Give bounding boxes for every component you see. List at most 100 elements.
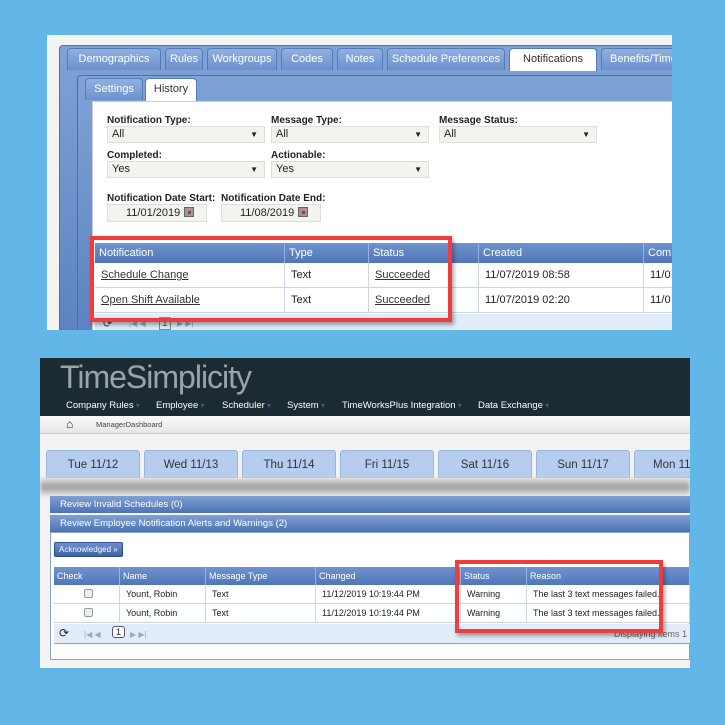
column-header-changed[interactable]: Changed <box>316 567 461 585</box>
day-tab-tue[interactable]: Tue 11/12 <box>46 450 140 478</box>
refresh-icon[interactable]: ⟳ <box>103 318 113 330</box>
changed-cell: 11/12/2019 10:19:44 PM <box>316 585 461 604</box>
blur-divider <box>40 478 690 496</box>
reason-cell: The last 3 text messages failed. <box>527 604 690 623</box>
acknowledged-button[interactable]: Acknowledged » <box>54 542 123 557</box>
tab-notes[interactable]: Notes <box>337 48 383 70</box>
message-type-value: All <box>276 128 289 140</box>
manager-dashboard: TimeSimplicity Company Rules Employee Sc… <box>40 358 690 668</box>
last-page-icon[interactable]: ▶ ▶| <box>177 319 194 328</box>
message-status-label: Message Status: <box>439 115 518 126</box>
row-checkbox[interactable] <box>84 589 93 598</box>
day-tab-sun[interactable]: Sun 11/17 <box>536 450 630 478</box>
day-tab-sat[interactable]: Sat 11/16 <box>438 450 532 478</box>
status-link[interactable]: Succeeded <box>375 269 431 281</box>
date-start-value: 11/01/2019 <box>126 207 181 219</box>
notification-link[interactable]: Open Shift Available <box>101 294 200 306</box>
menu-employee[interactable]: Employee <box>156 400 205 411</box>
notification-type-value: All <box>112 128 125 140</box>
reason-cell: The last 3 text messages failed. <box>527 585 690 604</box>
date-end-value: 11/08/2019 <box>240 207 295 219</box>
column-header-type[interactable]: Type <box>285 243 369 263</box>
date-end-input[interactable]: 11/08/2019 <box>221 204 321 222</box>
dropdown-arrow-icon: ▼ <box>582 130 590 139</box>
message-status-value: All <box>444 128 457 140</box>
row-checkbox[interactable] <box>84 608 93 617</box>
completed-label: Completed: <box>107 150 162 161</box>
completed-cell: 11/0 <box>644 263 672 288</box>
actionable-label: Actionable: <box>271 150 326 161</box>
name-cell: Yount, Robin <box>120 604 206 623</box>
column-header-created[interactable]: Created <box>479 243 644 263</box>
created-cell: 11/07/2019 02:20 <box>479 288 644 313</box>
column-header-notification[interactable]: Notification <box>95 243 285 263</box>
message-type-select[interactable]: All ▼ <box>271 126 429 143</box>
highlight-box <box>90 236 452 322</box>
calendar-icon[interactable] <box>184 207 195 217</box>
created-cell: 11/07/2019 08:58 <box>479 263 644 288</box>
date-start-input[interactable]: 11/01/2019 <box>107 204 207 222</box>
table-row <box>54 585 120 604</box>
actionable-select[interactable]: Yes ▼ <box>271 161 429 178</box>
first-page-icon[interactable]: |◀ ◀ <box>84 630 101 639</box>
completed-value: Yes <box>112 163 130 175</box>
day-tab-mon[interactable]: Mon 11 <box>634 450 690 478</box>
menu-scheduler[interactable]: Scheduler <box>222 400 271 411</box>
tab-notifications[interactable]: Notifications <box>509 48 597 71</box>
completed-cell: 11/0 <box>644 288 672 313</box>
status-cell: Succeeded <box>369 263 479 288</box>
tab-benefits-time[interactable]: Benefits/Time C <box>601 48 672 70</box>
day-tab-thu[interactable]: Thu 11/14 <box>242 450 336 478</box>
column-header-name[interactable]: Name <box>120 567 206 585</box>
dropdown-arrow-icon: ▼ <box>414 165 422 174</box>
date-start-label: Notification Date Start: <box>107 193 216 204</box>
name-cell: Yount, Robin <box>120 585 206 604</box>
changed-cell: 11/12/2019 10:19:44 PM <box>316 604 461 623</box>
tab-codes[interactable]: Codes <box>281 48 333 70</box>
column-header-status[interactable]: Status <box>461 567 527 585</box>
highlight-box <box>455 560 663 633</box>
message-type-cell: Text <box>206 604 316 623</box>
dropdown-arrow-icon: ▼ <box>250 130 258 139</box>
last-page-icon[interactable]: ▶ ▶| <box>130 630 147 639</box>
status-cell: Warning <box>461 604 527 623</box>
column-header-message-type[interactable]: Message Type <box>206 567 316 585</box>
tab-rules[interactable]: Rules <box>165 48 203 70</box>
first-page-icon[interactable]: |◀ ◀ <box>129 319 146 328</box>
tab-workgroups[interactable]: Workgroups <box>207 48 277 70</box>
breadcrumb-manager-dashboard[interactable]: ManagerDashboard <box>96 420 163 429</box>
table-row: Open Shift Available <box>95 288 285 313</box>
menu-company-rules[interactable]: Company Rules <box>66 400 140 411</box>
type-cell: Text <box>285 288 369 313</box>
calendar-icon[interactable] <box>298 207 309 217</box>
day-tab-fri[interactable]: Fri 11/15 <box>340 450 434 478</box>
tab-schedule-preferences[interactable]: Schedule Preferences <box>387 48 505 70</box>
status-cell: Succeeded <box>369 288 479 313</box>
subtab-settings[interactable]: Settings <box>85 78 143 100</box>
completed-select[interactable]: Yes ▼ <box>107 161 265 178</box>
notification-link[interactable]: Schedule Change <box>101 269 189 281</box>
notifications-history-panel: Demographics Rules Workgroups Codes Note… <box>47 35 672 330</box>
menu-data-exchange[interactable]: Data Exchange <box>478 400 549 411</box>
menu-system[interactable]: System <box>287 400 325 411</box>
tab-demographics[interactable]: Demographics <box>67 48 161 70</box>
breadcrumb: ⌂ ManagerDashboard <box>40 416 690 434</box>
subtab-history[interactable]: History <box>145 78 197 101</box>
menu-timeworksplus-integration[interactable]: TimeWorksPlus Integration <box>342 400 462 411</box>
date-end-label: Notification Date End: <box>221 193 326 204</box>
column-header-completed[interactable]: Comp <box>644 243 672 263</box>
home-icon[interactable]: ⌂ <box>66 417 74 431</box>
column-header-reason[interactable]: Reason <box>527 567 690 585</box>
section-invalid-schedules[interactable]: Review Invalid Schedules (0) <box>50 496 690 513</box>
status-cell: Warning <box>461 585 527 604</box>
status-link[interactable]: Succeeded <box>375 294 431 306</box>
current-page[interactable]: 1 <box>112 626 126 638</box>
table-row <box>54 604 120 623</box>
current-page[interactable]: 1 <box>159 317 171 330</box>
notification-type-select[interactable]: All ▼ <box>107 126 265 143</box>
actionable-value: Yes <box>276 163 294 175</box>
section-notification-alerts[interactable]: Review Employee Notification Alerts and … <box>50 515 690 532</box>
day-tab-wed[interactable]: Wed 11/13 <box>144 450 238 478</box>
message-status-select[interactable]: All ▼ <box>439 126 597 143</box>
refresh-icon[interactable]: ⟳ <box>59 626 70 640</box>
